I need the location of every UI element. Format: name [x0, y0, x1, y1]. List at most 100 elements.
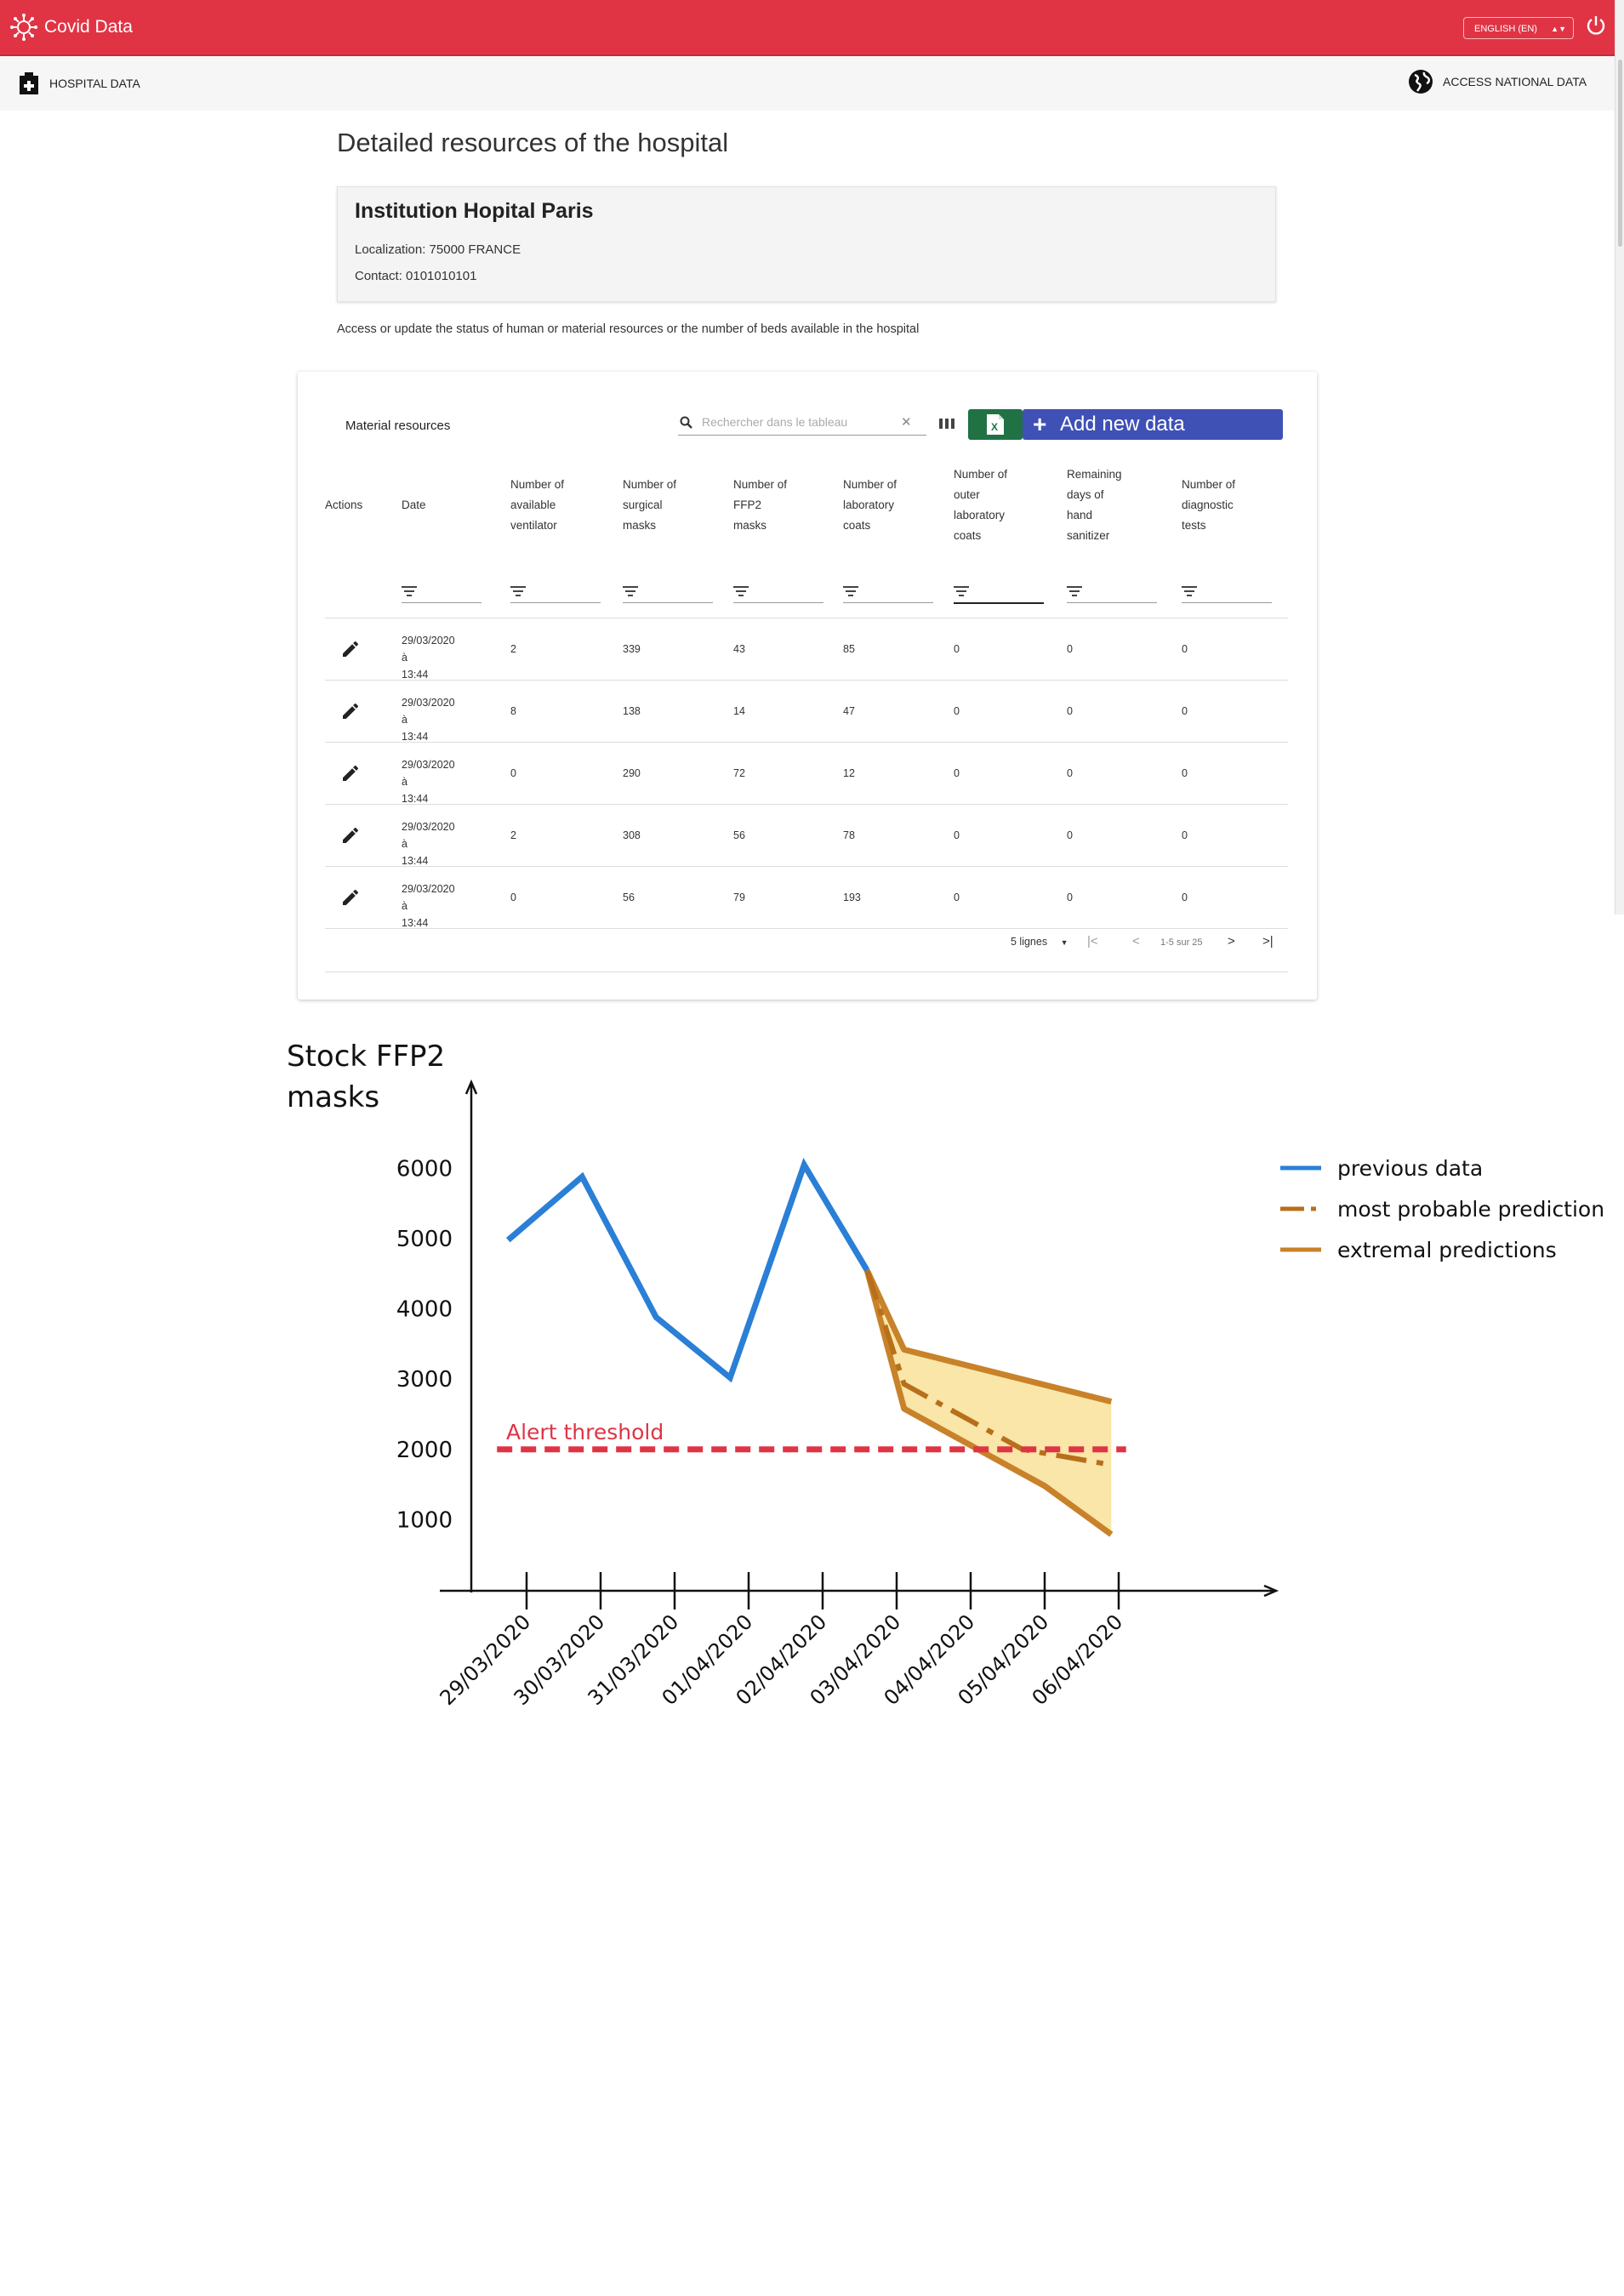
view-columns-icon[interactable] [939, 418, 954, 430]
column-header[interactable]: Date [402, 495, 426, 516]
edit-pencil-icon[interactable] [340, 887, 361, 908]
value-cell: 0 [1067, 767, 1073, 779]
power-button[interactable] [1584, 14, 1608, 42]
virus-icon [10, 14, 37, 41]
column-filter-input[interactable] [623, 602, 713, 603]
column-header-line: Number of [843, 478, 897, 491]
dropdown-icon: ▼ [1060, 938, 1068, 947]
power-icon [1587, 16, 1605, 35]
material-resources-table: Material resources ✕ X + Add new data Ac… [298, 372, 1317, 1000]
column-header[interactable]: Number of available ventilator [510, 475, 564, 536]
first-page-icon[interactable]: |< [1087, 934, 1098, 949]
column-header-line: Remaining [1067, 468, 1122, 481]
add-new-data-button[interactable]: + Add new data [1023, 409, 1283, 440]
date-cell: 29/03/2020 à 13:44 [402, 632, 455, 683]
date-cell-line: 13:44 [402, 793, 429, 805]
value-cell: 0 [954, 767, 960, 779]
value-cell: 0 [1182, 705, 1188, 717]
svg-text:X: X [991, 421, 998, 433]
filter-icon[interactable] [954, 585, 969, 597]
search-input[interactable] [700, 413, 899, 431]
column-header[interactable]: Actions [325, 495, 362, 516]
column-header[interactable]: Number of diagnostic tests [1182, 475, 1235, 536]
column-header[interactable]: Number of laboratory coats [843, 475, 897, 536]
column-header-line: hand [1067, 509, 1093, 521]
filter-icon[interactable] [1067, 585, 1082, 597]
brand[interactable]: Covid Data [10, 14, 133, 41]
column-header-line: Number of [510, 478, 565, 491]
column-filter-input[interactable] [733, 602, 823, 603]
legend-label: extremal predictions [1337, 1238, 1557, 1262]
date-cell-line: 13:44 [402, 731, 429, 743]
column-filter-input[interactable] [843, 602, 933, 603]
clear-search-icon[interactable]: ✕ [901, 415, 912, 430]
rows-per-page-select[interactable]: 5 lignes ▼ [1011, 936, 1068, 948]
edit-pencil-icon[interactable] [340, 701, 361, 721]
column-header-line: laboratory [954, 509, 1006, 521]
column-header[interactable]: Remaining days of hand sanitizer [1067, 464, 1122, 546]
row-divider [325, 680, 1288, 681]
value-cell: 2 [510, 643, 516, 655]
value-cell: 78 [843, 829, 855, 841]
value-cell: 56 [733, 829, 745, 841]
value-cell: 0 [1067, 892, 1073, 903]
last-page-icon[interactable]: >| [1262, 934, 1274, 949]
column-header-line: ventilator [510, 519, 557, 532]
column-header-line: sanitizer [1067, 529, 1110, 542]
filter-icon[interactable] [510, 585, 526, 597]
value-cell: 14 [733, 705, 745, 717]
date-cell: 29/03/2020 à 13:44 [402, 694, 455, 745]
plus-icon: + [1033, 411, 1047, 437]
column-filter-input[interactable] [1067, 602, 1157, 603]
nav-hospital-data[interactable]: HOSPITAL DATA [17, 71, 140, 95]
rows-per-page-value: 5 lignes [1011, 936, 1048, 948]
column-header-line: Number of [733, 478, 788, 491]
column-filter-input[interactable] [954, 602, 1044, 604]
column-filter-input[interactable] [402, 602, 482, 603]
institution-localization: Localization: 75000 FRANCE [355, 242, 521, 257]
date-cell: 29/03/2020 à 13:44 [402, 756, 455, 807]
column-header[interactable]: Number of outer laboratory coats [954, 464, 1007, 546]
filter-icon[interactable] [623, 585, 638, 597]
edit-pencil-icon[interactable] [340, 639, 361, 659]
value-cell: 2 [510, 829, 516, 841]
upper-prediction-line [864, 1268, 1113, 1405]
scrollbar-thumb[interactable] [1618, 60, 1622, 247]
value-cell: 138 [623, 705, 641, 717]
language-select[interactable]: ENGLISH (EN) ▲▼ [1463, 17, 1574, 39]
row-divider [325, 742, 1288, 743]
column-header-line: available [510, 499, 556, 511]
edit-pencil-icon[interactable] [340, 825, 361, 846]
filter-icon[interactable] [733, 585, 749, 597]
y-axis-label: Stock FFP2 masks [287, 1040, 445, 1114]
column-header[interactable]: Number of FFP2 masks [733, 475, 787, 536]
column-header[interactable]: Number of surgical masks [623, 475, 676, 536]
nav-access-national-label: ACCESS NATIONAL DATA [1443, 75, 1587, 88]
page-range: 1-5 sur 25 [1160, 937, 1203, 948]
filter-icon[interactable] [402, 585, 417, 597]
column-filter-input[interactable] [510, 602, 601, 603]
value-cell: 0 [954, 705, 960, 717]
filter-icon[interactable] [843, 585, 858, 597]
select-arrow-icon: ▲▼ [1551, 25, 1566, 33]
value-cell: 0 [1067, 705, 1073, 717]
value-cell: 0 [954, 643, 960, 655]
value-cell: 0 [1182, 829, 1188, 841]
export-excel-button[interactable]: X [968, 409, 1023, 440]
value-cell: 12 [843, 767, 855, 779]
previous-page-icon[interactable]: < [1132, 934, 1140, 949]
filter-icon[interactable] [1182, 585, 1197, 597]
edit-pencil-icon[interactable] [340, 763, 361, 783]
date-cell-line: 13:44 [402, 669, 429, 681]
ffp2-stock-chart: Stock FFP2 masks1000200030004000500060002… [287, 1040, 1604, 1710]
language-value: ENGLISH (EN) [1474, 24, 1537, 34]
excel-icon: X [987, 414, 1004, 435]
intro-text: Access or update the status of human or … [337, 322, 920, 336]
value-cell: 193 [843, 892, 861, 903]
date-cell-line: 29/03/2020 à [402, 821, 455, 850]
next-page-icon[interactable]: > [1228, 934, 1235, 949]
nav-access-national-data[interactable]: ACCESS NATIONAL DATA [1407, 68, 1587, 95]
institution-name: Institution Hopital Paris [355, 199, 594, 223]
page-scrollbar[interactable] [1615, 0, 1624, 914]
column-filter-input[interactable] [1182, 602, 1272, 603]
